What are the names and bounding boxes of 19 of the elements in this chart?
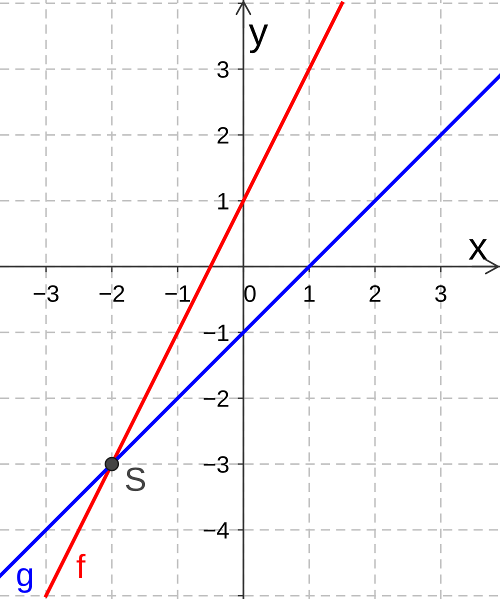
series-label: S — [126, 467, 146, 492]
x-tick-label: 0 — [244, 285, 256, 302]
x-tick-label: 3 — [435, 285, 446, 302]
y-tick-label: −2 — [204, 390, 228, 407]
series-label: f — [76, 554, 86, 578]
y-tick-label: −3 — [204, 456, 228, 473]
x-tick-label: 1 — [304, 286, 315, 302]
y-tick-label: 2 — [218, 127, 228, 144]
y-tick-label: −1 — [204, 324, 228, 341]
x-tick-label: 2 — [370, 285, 380, 302]
y-tick-label: −4 — [204, 522, 229, 538]
y-tick-label: 1 — [218, 193, 228, 210]
x-tick-label: −2 — [100, 285, 124, 302]
y-axis-title: y — [248, 24, 268, 54]
series-label: g — [17, 568, 32, 593]
x-tick-label: −3 — [34, 285, 58, 302]
y-tick-label: 3 — [217, 61, 228, 78]
x-axis-title: x — [468, 239, 488, 260]
x-tick-label: −1 — [165, 286, 190, 302]
